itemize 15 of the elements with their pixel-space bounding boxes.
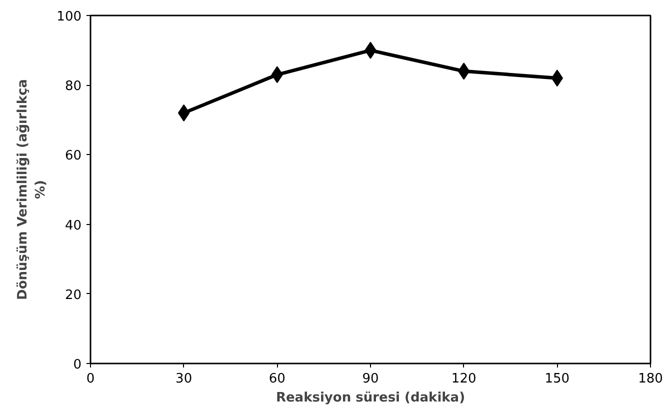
- y-tick-label: 80: [64, 79, 82, 94]
- x-axis-title: Reaksiyon süresi (dakika): [276, 390, 466, 406]
- x-tick-label: 180: [638, 372, 663, 386]
- y-tick-label: 40: [64, 218, 82, 234]
- x-tick-label: 120: [451, 372, 476, 386]
- x-tick-label: 30: [176, 372, 192, 386]
- x-tick-label: 0: [86, 372, 95, 386]
- y-tick-label: 20: [64, 288, 82, 303]
- y-axis-title: Dönüşüm Verimliliği (ağırlıkça %): [16, 79, 49, 300]
- x-tick-label: 150: [544, 372, 570, 386]
- y-tick-label: 0: [73, 358, 82, 372]
- x-tick-label: 60: [268, 372, 286, 386]
- y-tick-label: 100: [56, 10, 82, 24]
- x-tick-label: 90: [362, 372, 379, 386]
- y-tick-label: 60: [64, 148, 82, 164]
